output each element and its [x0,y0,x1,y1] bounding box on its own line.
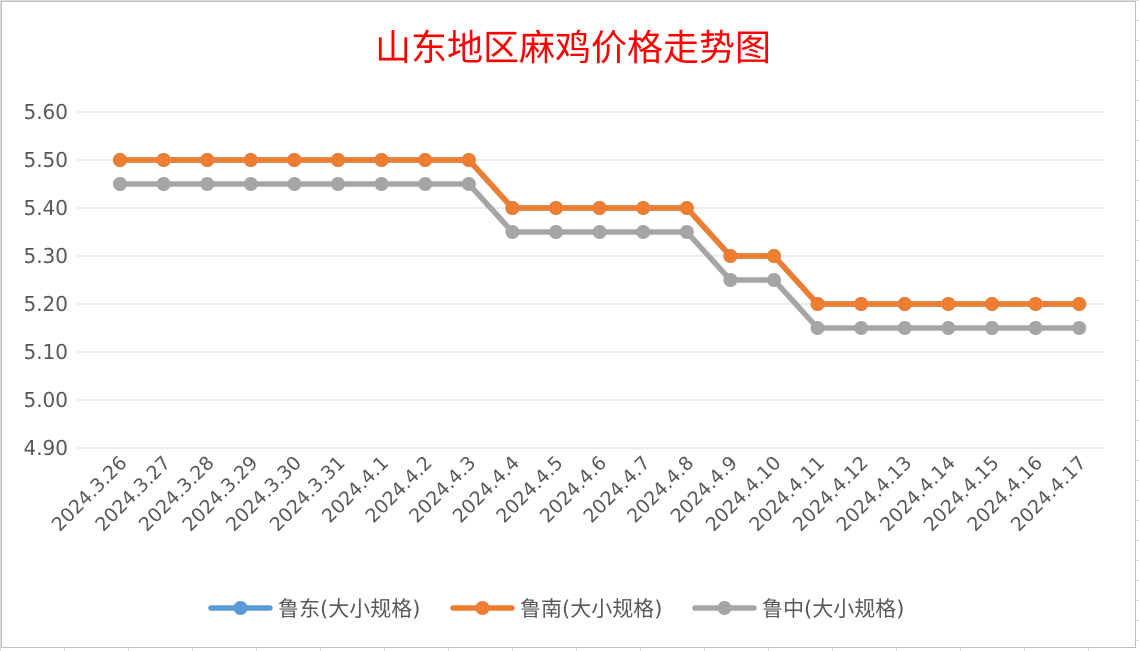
legend-marker-icon [475,601,490,615]
y-tick-label: 5.60 [23,100,68,124]
data-point [461,153,476,167]
data-point [156,153,171,167]
data-point [810,321,825,335]
data-point [113,153,127,167]
y-tick-label: 5.00 [23,388,68,412]
data-point [1072,297,1087,311]
data-point [941,297,956,311]
y-tick-label: 5.40 [23,196,68,220]
y-tick-label: 4.90 [23,436,68,460]
data-point [331,153,345,167]
legend-item[interactable]: 鲁中(大小规格) [692,597,904,621]
legend[interactable]: 鲁东(大小规格) 鲁南(大小规格) 鲁中(大小规格) [208,597,904,621]
series-lines [113,153,1087,335]
data-point [985,321,999,335]
data-point [549,225,563,239]
data-point [854,297,869,311]
data-point [200,177,215,191]
data-point [461,177,476,191]
data-point [1028,321,1043,335]
data-point [113,177,127,191]
data-point [723,249,738,263]
data-point [374,153,389,167]
data-point [592,201,607,215]
data-point [243,153,258,167]
data-point [287,177,302,191]
y-axis: 5.60 5.50 5.40 5.30 5.20 5.10 5.00 4.90 [23,100,68,460]
data-point [723,273,738,287]
y-tick-label: 5.50 [23,148,68,172]
data-point [897,321,912,335]
legend-item[interactable]: 鲁东(大小规格) [208,597,420,621]
data-point [287,153,302,167]
data-point [156,177,171,191]
data-point [418,153,433,167]
series-2 [113,177,1087,335]
data-point [679,201,694,215]
legend-item[interactable]: 鲁南(大小规格) [450,597,662,621]
data-point [767,273,781,287]
data-point [810,297,825,311]
data-point [505,201,520,215]
data-point [549,201,563,215]
y-tick-label: 5.20 [23,292,68,316]
chart-title: 山东地区麻鸡价格走势图 [375,28,771,69]
data-point [243,177,258,191]
data-point [636,225,651,239]
data-point [418,177,433,191]
data-point [767,249,781,263]
x-axis: 2024.3.262024.3.272024.3.282024.3.292024… [48,452,1091,536]
data-point [636,201,651,215]
y-tick-label: 5.30 [23,244,68,268]
series-1 [113,153,1087,311]
data-point [1072,321,1087,335]
data-point [374,177,389,191]
data-point [331,177,345,191]
data-point [592,225,607,239]
legend-marker-icon [717,601,732,615]
data-point [679,225,694,239]
data-point [200,153,215,167]
data-point [854,321,869,335]
legend-label: 鲁东(大小规格) [278,597,420,621]
data-point [505,225,520,239]
legend-label: 鲁中(大小规格) [762,597,904,621]
data-point [985,297,999,311]
data-point [941,321,956,335]
legend-marker-icon [233,601,248,615]
legend-label: 鲁南(大小规格) [520,597,662,621]
data-point [897,297,912,311]
data-point [1028,297,1043,311]
y-tick-label: 5.10 [23,340,68,364]
